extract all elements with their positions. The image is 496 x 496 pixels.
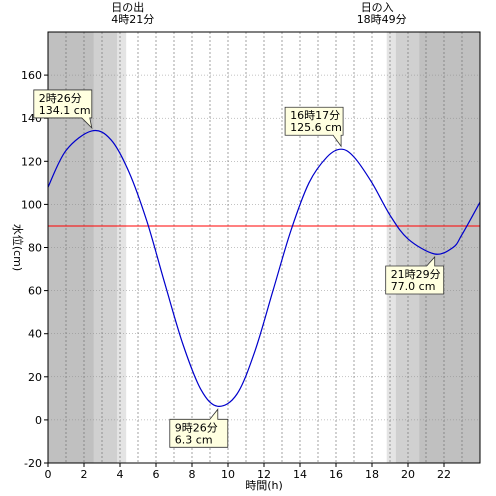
y-tick-label: 0 [35,414,42,427]
x-tick-label: 8 [189,468,196,481]
tide-line [47,129,481,407]
callout-high-2: 16時17分 125.6 cm [284,106,344,148]
x-tick-label: 12 [257,468,271,481]
callout-time: 2時26分 [39,92,82,105]
sunset-time: 18時49分 [357,13,407,26]
sunrise-label: 日の出 [111,0,144,14]
x-axis-ticks: 0 2 4 6 8 10 12 14 16 18 20 22 [45,463,451,481]
x-tick-label: 20 [401,468,415,481]
x-tick-label: 14 [293,468,307,481]
y-tick-label: 100 [21,198,42,211]
y-tick-label: 80 [28,242,42,255]
callout-low-1: 9時26分 6.3 cm [169,408,229,448]
day-night-bands [48,32,480,463]
callout-box [169,408,229,448]
y-tick-label: 60 [28,285,42,298]
x-tick-label: 2 [81,468,88,481]
callout-high-1: 2時26分 134.1 cm [33,89,93,130]
twilight-band [117,32,127,463]
night-band [419,32,480,463]
callout-low-2: 21時29分 77.0 cm [385,255,445,295]
y-axis-label: 水位(cm) [11,224,25,271]
x-tick-label: 18 [365,468,379,481]
x-tick-label: 16 [329,468,343,481]
callout-time: 16時17分 [290,109,340,122]
callout-value: 134.1 cm [39,104,91,117]
callout-time: 21時29分 [391,268,441,281]
y-tick-label: 40 [28,328,42,341]
y-tick-label: 20 [28,371,42,384]
y-tick-label: 120 [21,155,42,168]
daylight-band [126,32,387,463]
extrema-callouts: 2時26分 134.1 cm 9時26分 6.3 cm 16時17分 125.6… [33,89,445,448]
callout-box [385,255,445,295]
x-tick-label: 22 [437,468,451,481]
callout-time: 9時26分 [175,421,218,434]
x-tick-label: 10 [221,468,235,481]
y-tick-label: 160 [21,69,42,82]
twilight-band [395,32,420,463]
callout-value: 6.3 cm [175,433,213,446]
x-tick-label: 6 [153,468,160,481]
twilight-band [386,32,396,463]
callout-value: 125.6 cm [290,121,342,134]
callout-box [284,106,344,148]
callout-value: 77.0 cm [391,280,436,293]
grid-lines [48,32,480,463]
sunrise-time: 4時21分 [111,13,154,26]
x-tick-label: 0 [45,468,52,481]
callout-box [33,89,93,130]
x-tick-label: 4 [117,468,124,481]
x-axis-label: 時間(h) [245,479,283,492]
y-tick-label: -20 [24,457,42,470]
sunset-label: 日の入 [361,1,394,14]
